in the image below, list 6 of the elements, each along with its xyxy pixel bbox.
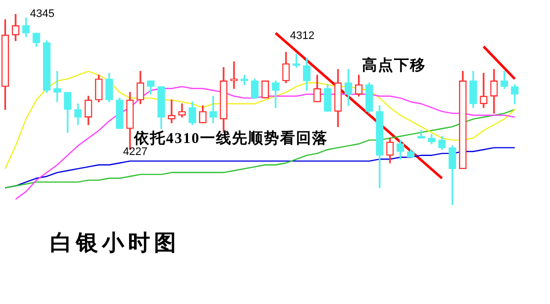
annotation: 4345 (30, 8, 54, 20)
annotation: 4312 (290, 30, 314, 42)
annotation: 4227 (123, 146, 148, 158)
annotation: 高点下移 (362, 56, 426, 75)
annotation: 依托4310一线先顺势看回落 (134, 129, 328, 147)
text: 白银小时图 (50, 229, 180, 258)
